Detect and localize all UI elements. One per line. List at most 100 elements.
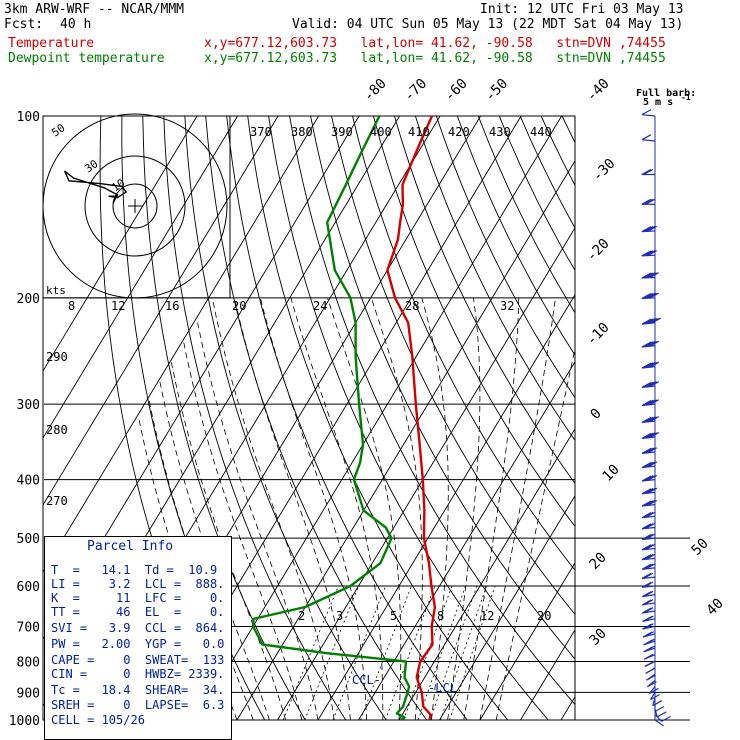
hodograph-units: kts (46, 284, 66, 297)
wind-barb (642, 615, 656, 623)
wind-barb (654, 714, 671, 722)
pressure-tick-label: 900 (17, 686, 40, 701)
isotherm-label: -80 (361, 76, 390, 105)
wind-barb-flag (641, 581, 652, 588)
wind-barb (643, 653, 656, 660)
wind-barb-flag (643, 523, 654, 530)
wind-barb-flag (641, 381, 652, 388)
wind-barb-flag (641, 475, 652, 482)
wind-barb-flag (644, 645, 655, 652)
isotherm-line (317, 293, 575, 720)
wind-barb-flag (641, 432, 652, 439)
wind-barb-flag (649, 687, 659, 694)
isotherm-label: -50 (482, 76, 511, 105)
temperature-legend: Temperature (8, 36, 95, 51)
wind-barb (641, 169, 655, 176)
isotherm-line (358, 360, 575, 720)
wind-barb-flag (641, 500, 652, 507)
wind-barb-shaft (652, 697, 656, 706)
dry-adiabat-line (435, 116, 575, 399)
pressure-tick-label: 600 (17, 580, 40, 595)
mixing-ratio-label: 32 (500, 299, 514, 313)
wind-barb-flag (649, 399, 660, 406)
dry-adiabat-line (184, 116, 387, 720)
wind-barb-flag (649, 381, 660, 388)
wind-barb (641, 499, 658, 507)
wind-barb-flag (647, 416, 658, 423)
pressure-tick-label: 500 (17, 532, 40, 547)
dry-adiabat-line (331, 116, 575, 616)
wind-barb-flag (645, 362, 656, 369)
wind-barb (641, 198, 656, 205)
dry-adiabat-line (247, 116, 509, 720)
wind-barb-flag (641, 447, 652, 454)
ccl-annotation: CCL- (352, 673, 381, 687)
wind-barb-flag (644, 638, 655, 645)
wind-barb-flag (641, 599, 652, 606)
mixing-ratio-line (429, 585, 478, 720)
isotherm-line (398, 427, 575, 720)
parcel-row: CAPE = 0 SWEAT= 133 (51, 653, 225, 667)
wind-barb (641, 399, 660, 407)
wind-barb (641, 134, 656, 142)
isotherm-line (43, 116, 238, 439)
wind-barb-flag (645, 487, 656, 494)
wind-barb-flag (649, 292, 660, 299)
wind-barb (641, 250, 658, 257)
wind-barb-flag (651, 317, 662, 324)
dry-adiabat-line (289, 116, 575, 706)
wind-barb-flag (643, 533, 654, 540)
isotherm-line (520, 628, 575, 720)
wind-barb-flag (647, 225, 658, 232)
wind-barb-flag (643, 488, 654, 495)
wind-barb-flag (643, 341, 654, 348)
mixing-ratio-label: 20 (232, 299, 246, 313)
wind-barb (641, 572, 656, 580)
pressure-tick-label: 800 (17, 655, 40, 670)
wind-barb-flag (641, 318, 652, 325)
parcel-row: K = 11 LFC = 0. (51, 591, 225, 605)
dry-adiabat-line (414, 116, 575, 442)
wind-barb (641, 432, 660, 439)
wind-barb-flag (647, 292, 658, 299)
wind-barb-flag (645, 667, 655, 674)
wind-barb-flag (641, 272, 652, 279)
wind-barb-flag (643, 381, 654, 388)
wind-barb-flag (645, 543, 656, 550)
barb-legend-exponent: -1 (681, 93, 691, 102)
theta-label: 410 (408, 125, 430, 139)
wind-barb-flag (643, 475, 654, 482)
theta-label: 380 (291, 125, 313, 139)
wind-barb-flag (641, 416, 652, 423)
wind-barb-flag (643, 563, 654, 570)
pressure-tick-label: 200 (17, 292, 40, 307)
wind-barb (648, 686, 659, 694)
wind-barb-flag (643, 318, 654, 325)
dry-adiabat-line (205, 116, 428, 720)
wind-barb-flag (645, 563, 656, 570)
wind-barb-flag (645, 399, 656, 406)
wind-barb-flag (645, 447, 656, 454)
wind-barb (642, 631, 656, 638)
mixing-ratio-label: 5 (390, 609, 397, 623)
wind-barb-flag (657, 711, 667, 718)
hodograph-ring (84, 155, 186, 257)
isotherm-line (439, 494, 575, 720)
wind-barb-flag (643, 461, 654, 468)
isotherm-label: 50 (689, 536, 712, 559)
wind-barb (641, 553, 656, 561)
wind-barb-flag (643, 544, 654, 551)
theta-label: 400 (370, 125, 392, 139)
wind-barb-flag (649, 340, 660, 347)
wind-barb-flag (643, 447, 654, 454)
wind-barb-flag (645, 250, 656, 257)
wind-barb-flag (645, 461, 656, 468)
wind-barb (642, 623, 656, 630)
wind-barb-flag (641, 591, 652, 598)
isotherm-line (43, 116, 279, 506)
wind-barb-flag (661, 715, 671, 722)
wind-barb (641, 581, 656, 588)
hodograph-ring-label: 50 (49, 121, 67, 139)
wind-barb-flag (654, 705, 665, 712)
isotherm-label: 10 (600, 462, 623, 485)
